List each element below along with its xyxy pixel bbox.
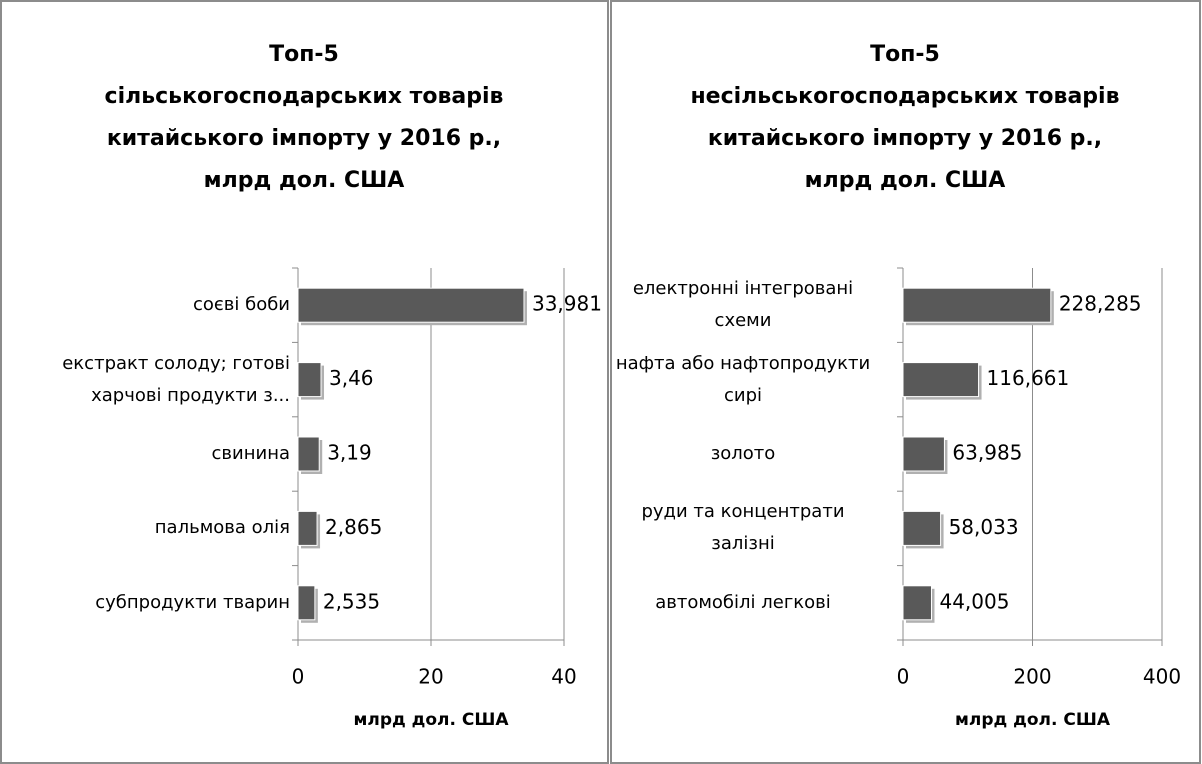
category-label: пальмова олія xyxy=(154,517,290,539)
value-label: 63,985 xyxy=(952,441,1022,465)
bar xyxy=(297,287,525,323)
bar xyxy=(297,362,322,398)
bar xyxy=(297,510,318,546)
x-tick-label: 200 xyxy=(1013,665,1051,689)
value-label: 228,285 xyxy=(1059,292,1142,316)
chart-title: китайського імпорту у 2016 р., xyxy=(708,126,1102,151)
bar xyxy=(902,510,942,546)
x-tick-label: 0 xyxy=(897,665,910,689)
value-label: 3,46 xyxy=(329,366,374,390)
category-label: свинина xyxy=(211,442,290,464)
chart-title: сільськогосподарських товарів xyxy=(105,84,504,109)
panel-border xyxy=(610,0,1201,764)
value-label: 2,535 xyxy=(323,589,380,613)
category-label: руди та концентрати залізні xyxy=(641,501,845,555)
bar xyxy=(297,585,316,621)
x-tick-label: 40 xyxy=(551,665,576,689)
bar xyxy=(902,362,980,398)
category-label: екстракт солоду; готові харчові продукти… xyxy=(62,352,290,406)
chart-title: млрд дол. США xyxy=(204,168,405,193)
category-label: автомобілі легкові xyxy=(655,591,831,613)
category-label: соєві боби xyxy=(192,294,290,316)
chart-title: Топ-5 xyxy=(870,42,940,67)
x-tick-label: 400 xyxy=(1143,665,1181,689)
chart-title: Топ-5 xyxy=(269,42,339,67)
category-label: нафта або нафтопродукти сирі xyxy=(615,352,871,406)
bar xyxy=(902,436,945,472)
category-label: золото xyxy=(710,442,776,464)
value-label: 58,033 xyxy=(949,515,1019,539)
x-tick-label: 0 xyxy=(292,665,305,689)
value-label: 44,005 xyxy=(939,589,1009,613)
value-label: 3,19 xyxy=(327,441,372,465)
bar xyxy=(297,436,320,472)
x-axis-label: млрд дол. США xyxy=(353,710,509,730)
bar xyxy=(902,287,1052,323)
x-axis-label: млрд дол. США xyxy=(955,710,1111,730)
panel-border xyxy=(0,0,609,764)
chart-title: несільськогосподарських товарів xyxy=(690,84,1119,109)
category-label: субпродукти тварин xyxy=(95,591,290,613)
category-label: електронні інтегровані схеми xyxy=(632,278,854,332)
chart-title: млрд дол. США xyxy=(805,168,1006,193)
x-tick-label: 20 xyxy=(418,665,443,689)
bar xyxy=(902,585,932,621)
chart-title: китайського імпорту у 2016 р., xyxy=(107,126,501,151)
value-label: 2,865 xyxy=(325,515,382,539)
value-label: 116,661 xyxy=(987,366,1070,390)
value-label: 33,981 xyxy=(532,292,602,316)
